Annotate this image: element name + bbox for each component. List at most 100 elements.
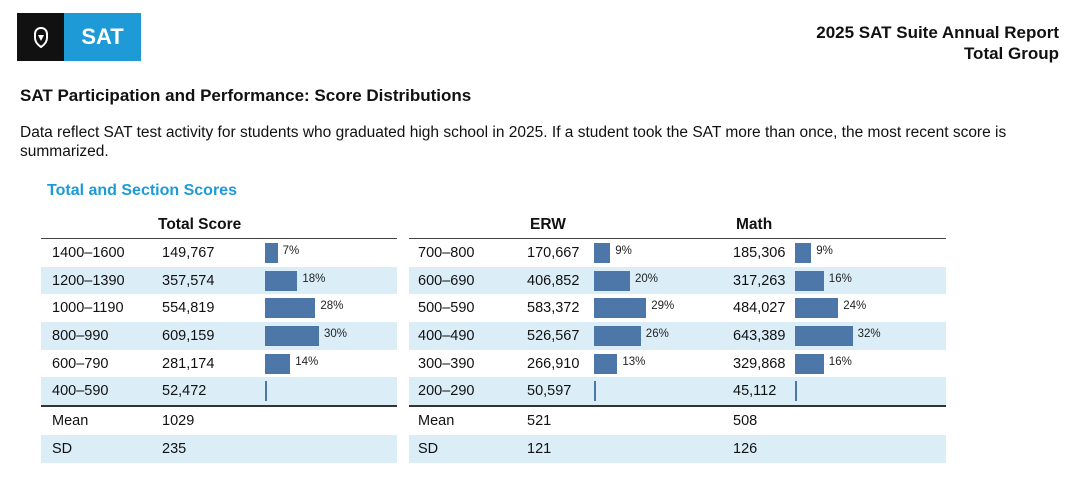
- acorn-shield-icon: [17, 13, 64, 61]
- empty-cell: [265, 405, 397, 435]
- erw-percent-label: 13%: [622, 355, 646, 368]
- erw-bar: [594, 353, 618, 374]
- score-count: 554,819: [162, 300, 215, 317]
- math: 32%: [795, 322, 946, 350]
- score-range: 600–690: [409, 266, 527, 295]
- total-score: 30%: [265, 322, 397, 350]
- erw-percent-label: 29%: [651, 300, 675, 313]
- score-range: 1400–1600: [41, 237, 160, 267]
- score-range: 400–490: [409, 322, 527, 350]
- empty-cell: [265, 434, 397, 463]
- erw-percent-label: 26%: [645, 328, 669, 341]
- total-score-bar: [265, 298, 316, 319]
- score-count: 281,174: [162, 355, 215, 372]
- math-bar: [795, 298, 839, 319]
- table-row: 800–990 609,159 30%: [41, 322, 397, 350]
- erw-bar: [594, 326, 641, 347]
- total-score-bar: [265, 353, 291, 374]
- math-percent-label: 16%: [828, 355, 852, 368]
- math: 16%: [795, 350, 946, 378]
- total-score: 7%: [265, 237, 397, 267]
- table-row: 600–690 406,852 20% 317,263 16%: [409, 266, 946, 295]
- empty-cell: [795, 405, 946, 435]
- erw-bar: [594, 243, 611, 263]
- erw-count: 50,597: [527, 377, 594, 407]
- math-bar: [795, 326, 853, 347]
- total-score-bar: [265, 326, 319, 347]
- math-percent-label: 9%: [816, 245, 833, 257]
- math-count: 329,868: [733, 355, 786, 372]
- total-sd-value: 235: [160, 434, 265, 463]
- math-bar: [795, 381, 797, 402]
- erw-bar: [594, 270, 630, 291]
- math: 9%: [795, 237, 946, 267]
- sd-label: SD: [409, 434, 527, 463]
- mean-label: Mean: [409, 405, 527, 435]
- sd-row: SD 235: [41, 434, 397, 463]
- math-percent-label: 16%: [828, 272, 852, 285]
- math-percent-label: 24%: [843, 300, 867, 313]
- table-row: 700–800 170,667 9% 185,306 9%: [409, 237, 946, 267]
- erw-count: 583,372: [527, 300, 580, 317]
- math-count: 484,027: [733, 300, 786, 317]
- table-row: 500–590 583,372 29% 484,027 24%: [409, 294, 946, 322]
- erw-mean-value: 521: [527, 405, 594, 435]
- report-title-line2: Total Group: [963, 44, 1059, 63]
- erw-count: 266,910: [527, 355, 580, 372]
- table-row: 400–490 526,567 26% 643,389 32%: [409, 322, 946, 350]
- erw: 29%: [594, 294, 733, 322]
- total-score-percent-label: 7%: [282, 245, 300, 257]
- table-row: 200–290 50,597 45,112: [409, 377, 946, 407]
- table-row: 400–590 52,472: [41, 377, 397, 407]
- math: 16%: [795, 266, 946, 295]
- math-count: 317,263: [733, 266, 795, 295]
- table-row: 600–790 281,174 14%: [41, 350, 397, 378]
- table-row: 1400–1600 149,767 7%: [41, 237, 397, 267]
- math-header: Math: [736, 216, 773, 233]
- erw: [594, 377, 733, 407]
- score-range: 200–290: [409, 377, 527, 407]
- report-title: 2025 SAT Suite Annual Report Total Group: [816, 22, 1059, 64]
- sd-label: SD: [41, 434, 160, 463]
- math: [795, 377, 946, 407]
- sat-logo-text: SAT: [64, 13, 141, 61]
- score-range: 800–990: [41, 322, 160, 350]
- empty-cell: [594, 434, 733, 463]
- table-row: 1000–1190 554,819 28%: [41, 294, 397, 322]
- erw-header: ERW: [530, 216, 566, 233]
- score-range: 400–590: [41, 377, 160, 407]
- math-bar: [795, 353, 824, 374]
- score-count: 609,159: [160, 322, 265, 350]
- score-count: 357,574: [160, 266, 265, 295]
- score-count: 149,767: [160, 237, 265, 267]
- total-score-percent-label: 14%: [295, 355, 319, 368]
- erw: 26%: [594, 322, 733, 350]
- empty-cell: [795, 434, 946, 463]
- mean-row: Mean 521 508: [409, 405, 946, 435]
- total-score: [265, 377, 397, 407]
- erw: 9%: [594, 237, 733, 267]
- erw-count: 526,567: [527, 322, 594, 350]
- total-score: 28%: [265, 294, 397, 322]
- section-title: SAT Participation and Performance: Score…: [20, 86, 472, 105]
- total-score: 18%: [265, 266, 397, 295]
- math-bar: [795, 270, 824, 291]
- total-score-bar: [265, 270, 298, 291]
- total-score-bar: [265, 243, 278, 263]
- total-score-bar: [265, 381, 267, 402]
- erw-sd-value: 121: [527, 434, 594, 463]
- math-bar: [795, 243, 812, 263]
- math-count: 643,389: [733, 322, 795, 350]
- erw-percent-label: 20%: [635, 272, 659, 285]
- score-range: 500–590: [418, 300, 475, 317]
- mean-row: Mean 1029: [41, 405, 397, 435]
- math-count: 185,306: [733, 237, 795, 267]
- score-range: 700–800: [409, 237, 527, 267]
- math-sd-value: 126: [733, 434, 795, 463]
- description: Data reflect SAT test activity for stude…: [20, 124, 1007, 160]
- mean-label: Mean: [41, 405, 160, 435]
- score-range: 1000–1190: [52, 300, 124, 317]
- total-mean-value: 1029: [160, 405, 265, 435]
- math: 24%: [795, 294, 946, 322]
- total-score-header: Total Score: [158, 216, 242, 233]
